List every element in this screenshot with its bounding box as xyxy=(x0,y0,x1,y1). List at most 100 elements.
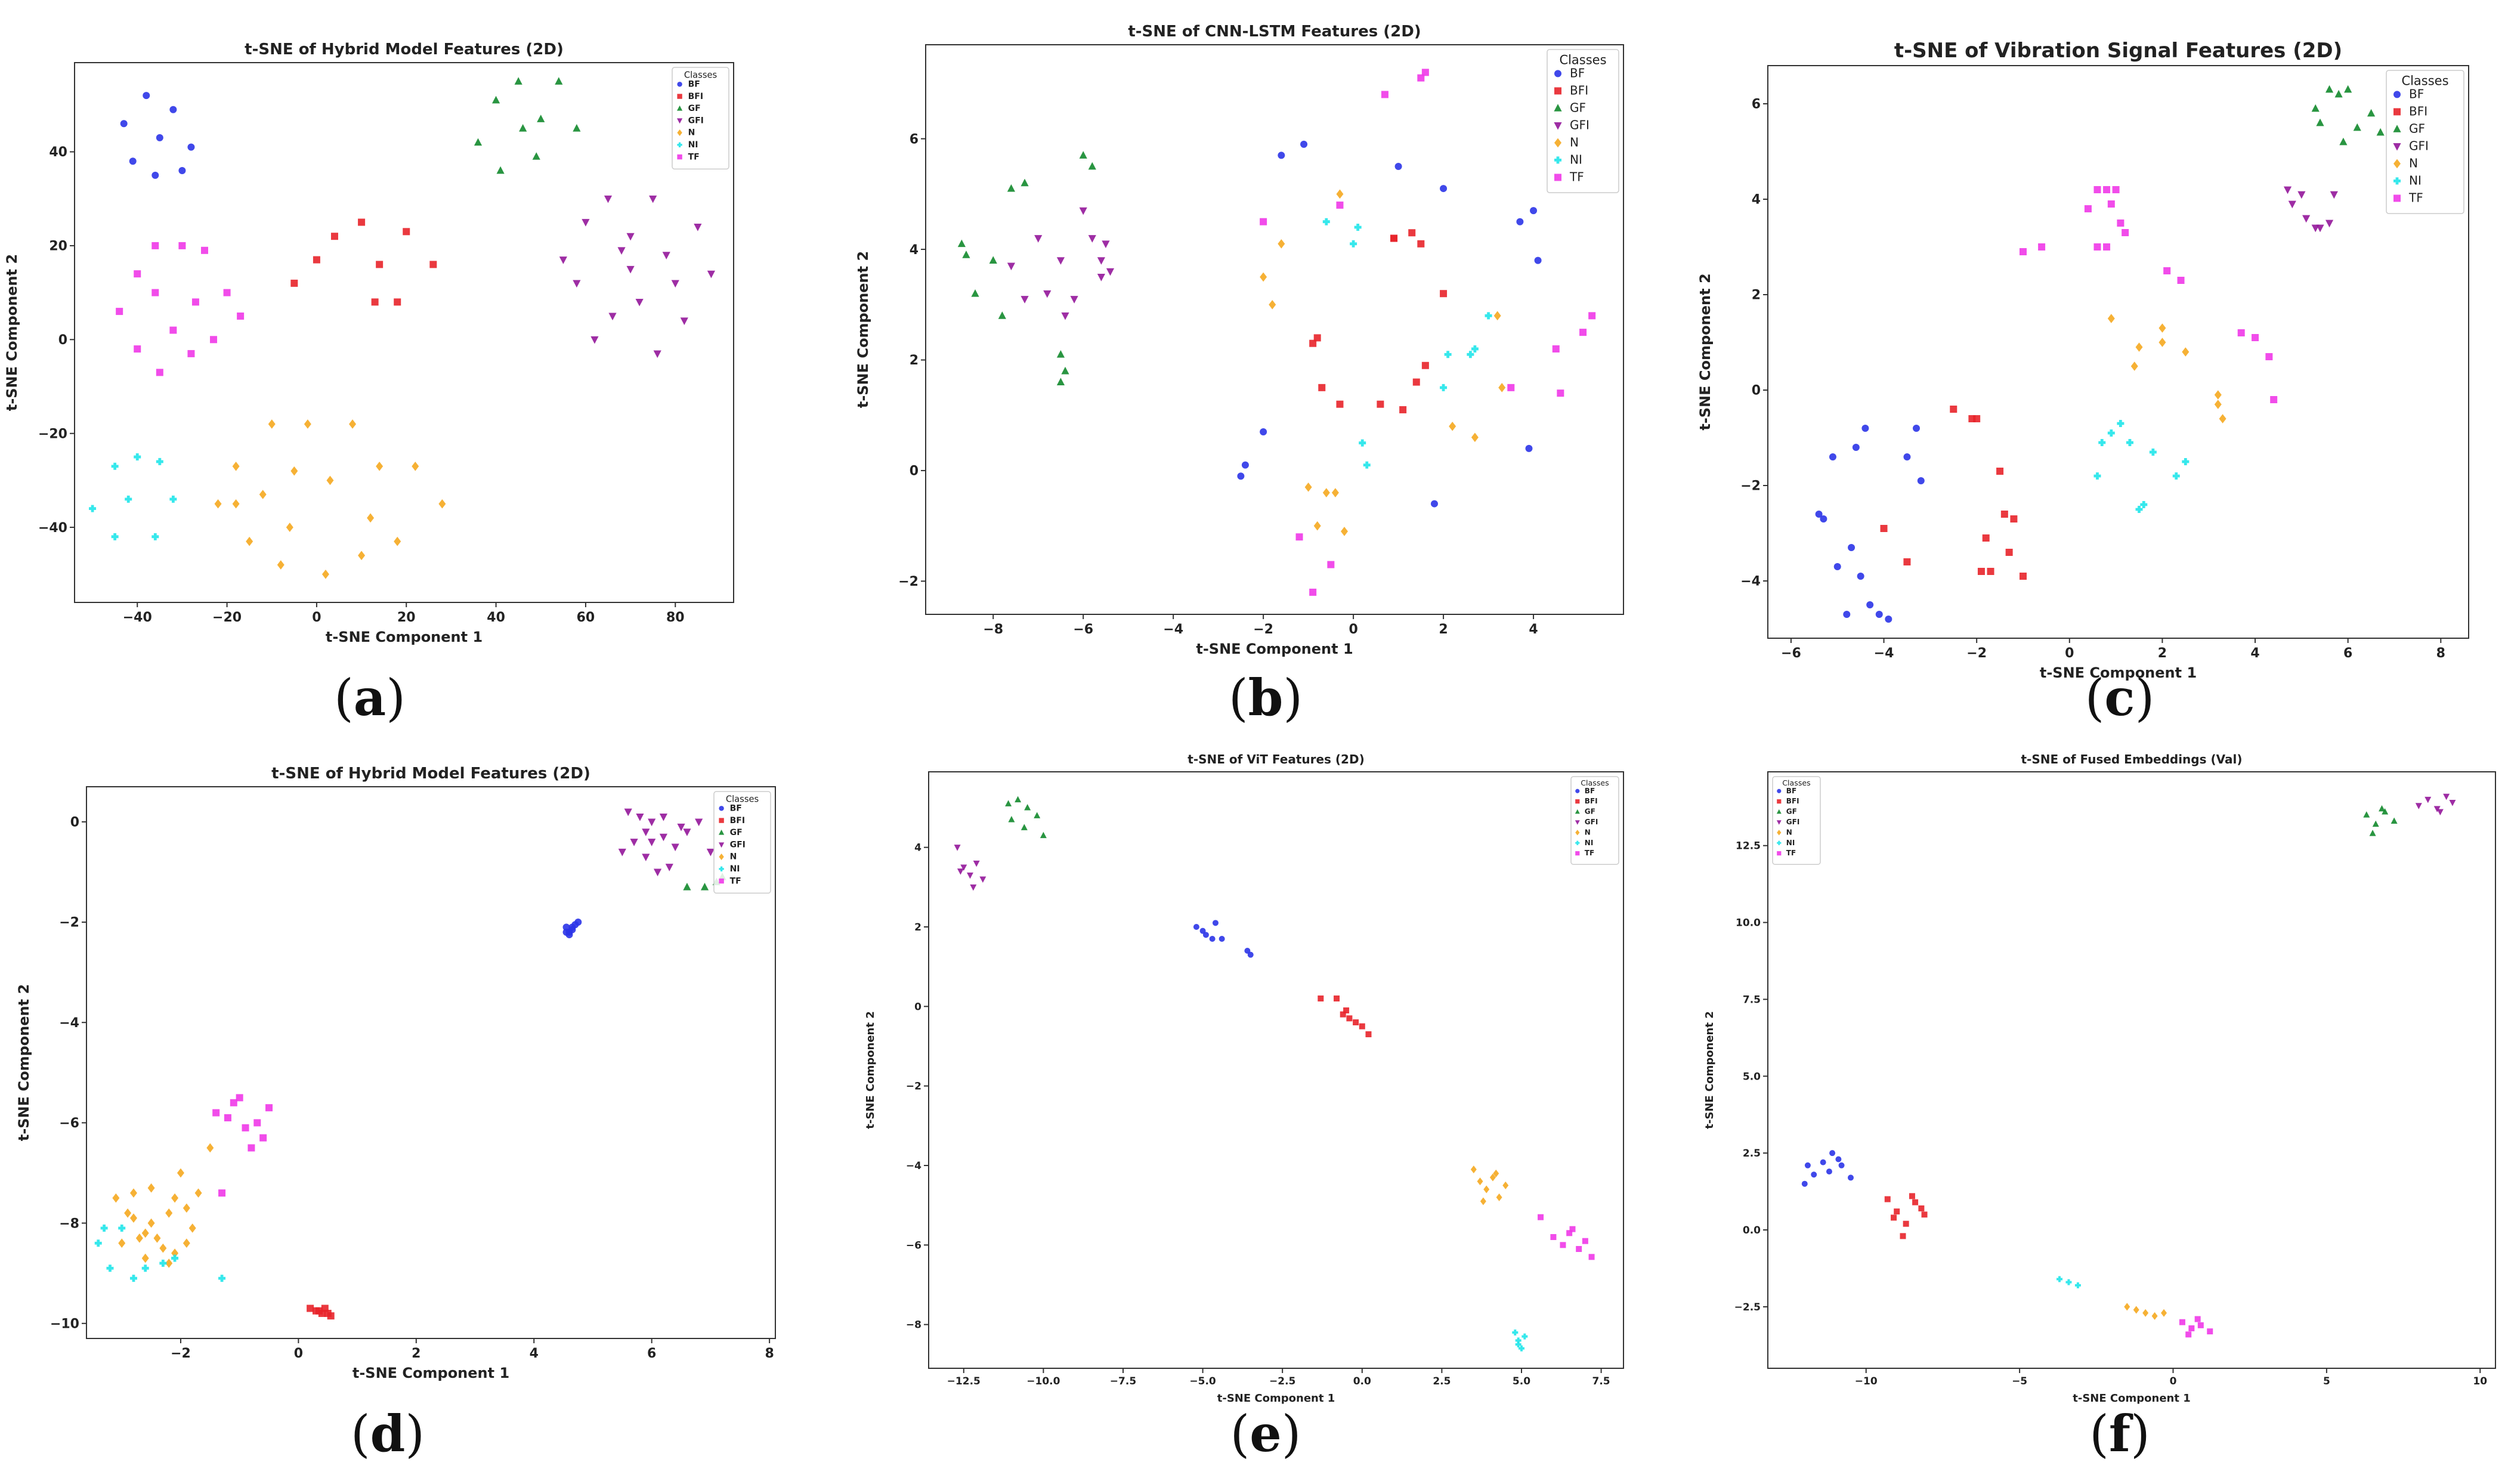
legend-label-ni: NI xyxy=(1786,839,1795,847)
y-tick-label: −4 xyxy=(1740,574,1761,589)
point-ni xyxy=(169,495,177,503)
legend-label-ni: NI xyxy=(1585,839,1594,847)
point-bfi xyxy=(358,218,366,226)
point-tf xyxy=(191,298,199,306)
point-tf xyxy=(187,350,195,357)
legend-marker-gf xyxy=(1575,809,1580,814)
x-tick-label: −10 xyxy=(1855,1375,1878,1387)
point-gfi xyxy=(1097,257,1105,265)
point-tf xyxy=(1381,91,1388,98)
point-n xyxy=(290,466,298,476)
legend-marker-bf xyxy=(1575,789,1580,793)
x-tick-label: 8 xyxy=(765,1346,774,1361)
y-tick-label: 6 xyxy=(1752,97,1761,112)
point-bf xyxy=(1199,928,1206,934)
point-n xyxy=(376,461,384,471)
y-tick-label: 4 xyxy=(914,842,921,854)
point-ni xyxy=(1515,1337,1522,1344)
point-bf xyxy=(1278,152,1285,159)
legend-label-ni: NI xyxy=(2409,173,2422,187)
point-tf xyxy=(2084,205,2092,212)
legend-box xyxy=(2386,70,2464,214)
point-bf xyxy=(156,134,163,141)
point-tf xyxy=(2185,1331,2192,1338)
point-n xyxy=(1331,488,1339,497)
x-tick-label: −4 xyxy=(1163,622,1183,637)
y-tick-label: −4 xyxy=(59,1016,79,1031)
point-bfi xyxy=(290,279,298,287)
point-ni xyxy=(111,462,119,470)
legend-marker-bf xyxy=(1554,70,1561,78)
point-tf xyxy=(212,1109,220,1117)
x-tick-label: 0 xyxy=(1349,622,1357,637)
point-bfi xyxy=(321,1304,329,1312)
point-bf xyxy=(1835,1156,1842,1163)
point-gfi xyxy=(683,828,691,836)
legend-label-n: N xyxy=(1570,135,1579,149)
point-bf xyxy=(1202,932,1209,938)
point-bf xyxy=(143,92,150,100)
x-tick-label: −10.0 xyxy=(1026,1375,1060,1387)
legend-marker-gf xyxy=(2393,125,2401,132)
point-n xyxy=(412,461,419,471)
point-gf xyxy=(2325,85,2334,93)
point-bfi xyxy=(1950,406,1957,413)
point-n xyxy=(394,536,401,546)
point-bf xyxy=(1209,936,1216,942)
legend-marker-ni xyxy=(677,142,682,147)
point-bf xyxy=(568,923,576,931)
legend-marker-bfi xyxy=(2393,108,2401,116)
x-tick-label: 0.0 xyxy=(1353,1375,1371,1387)
point-tf xyxy=(2194,1316,2201,1322)
y-tick-label: 2 xyxy=(914,922,921,933)
point-gf xyxy=(962,251,970,258)
point-bf xyxy=(1804,1162,1811,1168)
y-tick-label: −2 xyxy=(59,916,79,930)
y-tick-label: 0 xyxy=(914,1001,921,1013)
point-gfi xyxy=(970,884,977,891)
point-bfi xyxy=(394,298,401,306)
point-tf xyxy=(2179,1319,2185,1325)
x-tick-label: −7.5 xyxy=(1110,1375,1136,1387)
plot-area xyxy=(74,62,734,603)
x-tick-label: 80 xyxy=(666,610,685,625)
point-bf xyxy=(129,157,137,165)
x-tick-label: −6 xyxy=(1073,622,1093,637)
point-bf xyxy=(1829,453,1836,460)
point-tf xyxy=(259,1134,267,1142)
y-tick-label: −2.5 xyxy=(1734,1301,1761,1313)
chart-title: t-SNE of Hybrid Model Features (2D) xyxy=(245,41,564,58)
legend-marker-n xyxy=(1575,830,1580,836)
legend-title: Classes xyxy=(1782,778,1810,787)
point-gf xyxy=(1007,184,1016,192)
point-gfi xyxy=(680,317,688,326)
y-tick-label: 5.0 xyxy=(1743,1071,1761,1083)
point-tf xyxy=(1566,1230,1573,1236)
point-tf xyxy=(1588,1254,1595,1260)
y-tick-label: −4 xyxy=(906,1160,921,1172)
point-bf xyxy=(1801,1180,1808,1187)
point-ni xyxy=(1522,1333,1528,1340)
legend-label-gfi: GFI xyxy=(2409,138,2429,153)
point-ni xyxy=(1440,384,1448,391)
y-tick-label: 2.5 xyxy=(1743,1148,1761,1160)
point-ni xyxy=(1444,351,1452,358)
legend-label-gfi: GFI xyxy=(1570,118,1589,132)
point-tf xyxy=(1569,1226,1576,1232)
legend-marker-bf xyxy=(677,82,682,87)
point-tf xyxy=(2177,277,2185,284)
point-tf xyxy=(1550,1234,1557,1240)
point-n xyxy=(1470,1165,1477,1174)
point-gf xyxy=(537,115,545,122)
point-tf xyxy=(116,308,123,316)
y-tick-label: 2 xyxy=(1752,288,1761,303)
point-tf xyxy=(1260,218,1267,225)
point-bfi xyxy=(376,261,384,268)
legend-marker-gfi xyxy=(1554,122,1562,130)
point-n xyxy=(349,419,357,429)
point-gfi xyxy=(694,224,702,231)
point-gfi xyxy=(559,256,567,264)
point-ni xyxy=(1485,312,1492,320)
point-bf xyxy=(1811,1171,1817,1178)
point-n xyxy=(2133,1306,2139,1314)
